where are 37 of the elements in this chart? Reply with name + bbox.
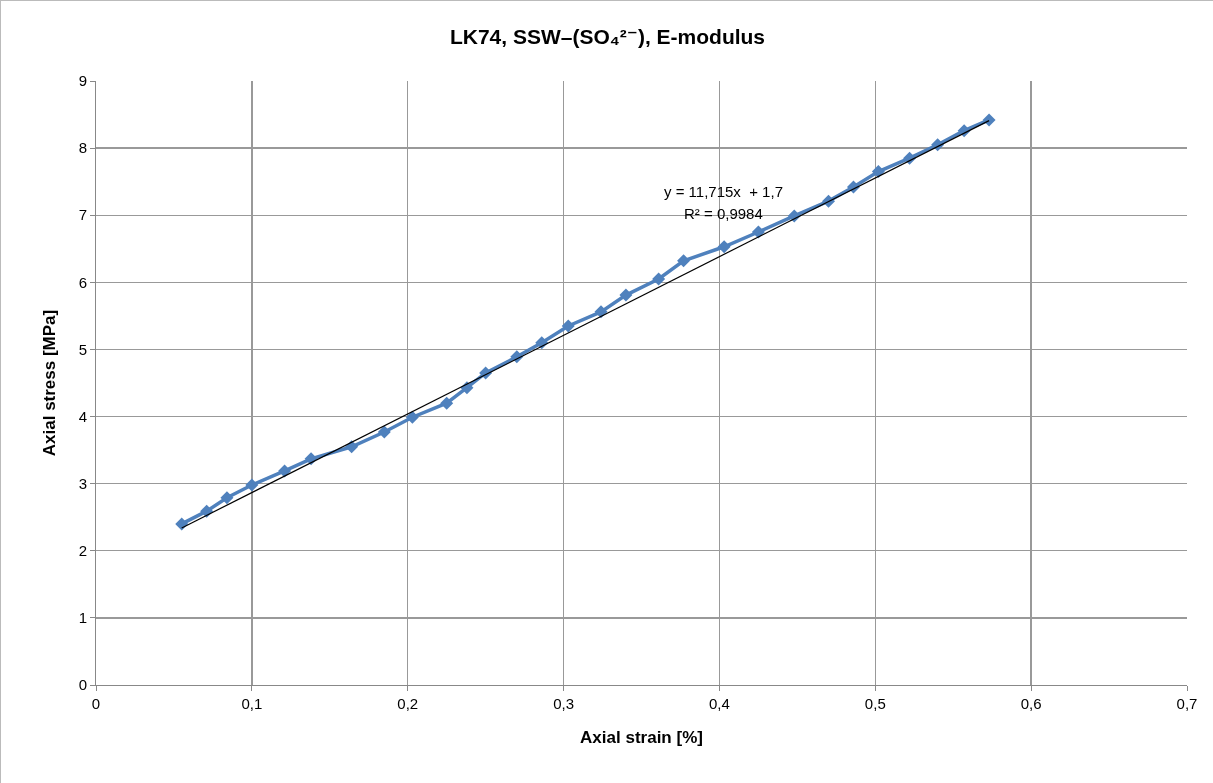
point bbox=[751, 225, 765, 239]
annotation: y = 11,715x + 1,7 bbox=[664, 183, 783, 200]
point bbox=[220, 491, 234, 505]
point bbox=[717, 240, 731, 254]
y-tick-label: 9 bbox=[78, 72, 87, 90]
point bbox=[871, 165, 885, 179]
y-axis-title: Axial stress [MPa] bbox=[40, 309, 60, 457]
x-tick-label: 0,2 bbox=[397, 695, 419, 712]
point bbox=[405, 410, 419, 424]
x-tick-label: 0,1 bbox=[241, 695, 263, 712]
y-tick-label: 2 bbox=[78, 542, 87, 560]
x-tick-label: 0,7 bbox=[1176, 695, 1198, 712]
y-tick-label: 7 bbox=[78, 206, 87, 224]
y-tick-label: 1 bbox=[78, 609, 87, 627]
y-tick-label: 6 bbox=[78, 273, 87, 291]
x-tick-label: 0,4 bbox=[709, 695, 730, 712]
x-tick-label: 0,6 bbox=[1020, 695, 1042, 712]
point bbox=[982, 113, 996, 127]
y-tick-label: 3 bbox=[78, 474, 87, 492]
y-tick-label: 4 bbox=[78, 407, 87, 425]
point bbox=[377, 425, 391, 439]
x-axis-title: Axial strain [%] bbox=[580, 728, 703, 748]
point bbox=[440, 396, 454, 410]
point bbox=[245, 478, 259, 492]
x-tick-label: 0,3 bbox=[553, 695, 574, 712]
x-tick-label: 0 bbox=[91, 695, 101, 712]
chart-title: LK74, SSW–(SO₄²⁻), E-modulus bbox=[449, 24, 766, 48]
point bbox=[619, 288, 633, 302]
point bbox=[652, 272, 666, 286]
x-tick-label: 0,5 bbox=[864, 695, 886, 712]
y-tick-label: 5 bbox=[78, 340, 87, 358]
point bbox=[278, 464, 292, 478]
y-tick-label: 8 bbox=[78, 139, 87, 157]
annotation: R² = 0,9984 bbox=[684, 205, 763, 222]
point bbox=[677, 254, 691, 268]
point bbox=[561, 319, 575, 333]
y-tick-label: 0 bbox=[78, 676, 87, 694]
